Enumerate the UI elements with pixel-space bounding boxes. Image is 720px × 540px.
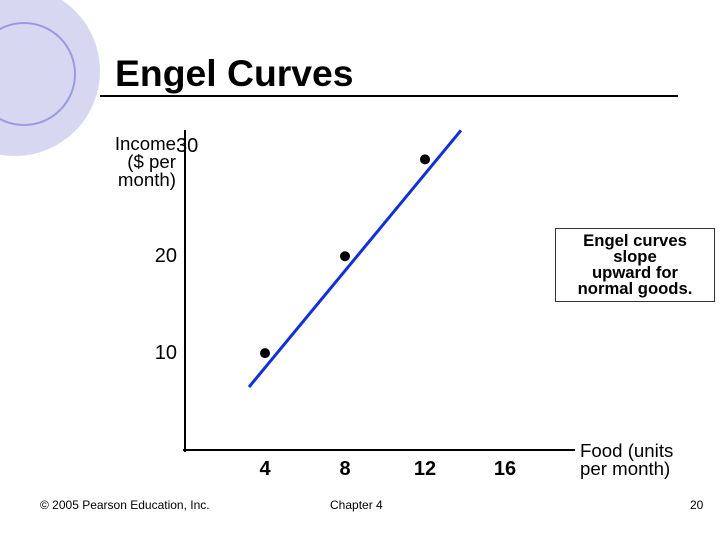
x-tick-4: 4 [250,458,280,481]
y-tick-10: 10 [143,342,177,365]
footer-copyright: © 2005 Pearson Education, Inc. [40,498,210,512]
x-tick-8: 8 [330,458,360,481]
y-tick-30: 30 [176,135,206,158]
y-tick-20: 20 [143,245,177,268]
x-tick-16: 16 [490,458,520,481]
x-tick-12: 12 [410,458,440,481]
footer-page: 20 [690,498,703,512]
x-axis-title: Food (unitsper month) [580,442,700,478]
y-axis-title: Income($ permonth) [94,135,176,189]
callout-box: Engel curves slopeupward fornormal goods… [555,228,715,302]
slide: Engel Curves Income($ permonth) 102030 4… [0,0,720,540]
footer-chapter: Chapter 4 [330,498,383,512]
